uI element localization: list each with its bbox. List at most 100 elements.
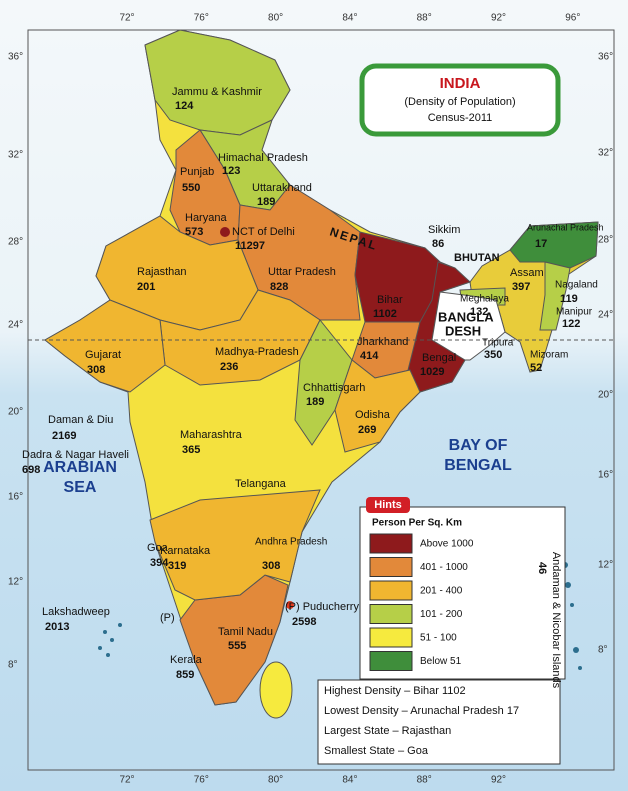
state-density: 2169 [52,430,76,442]
longitude-label: 92° [491,775,506,786]
latitude-label: 12° [598,560,613,571]
title: INDIA [440,75,481,92]
longitude-label: 72° [119,775,134,786]
state-density: 308 [87,364,105,376]
longitude-label: 92° [491,13,506,24]
latitude-label: 20° [598,390,613,401]
state-density: 46 [536,562,548,574]
latitude-label: 36° [8,52,23,63]
sri-lanka [259,661,293,719]
latitude-label: 12° [8,577,23,588]
state-name: Tripura [482,338,514,349]
legend-label: 51 - 100 [420,633,457,644]
state-name: Jammu & Kashmir [172,86,262,98]
state-density: 350 [484,349,502,361]
state-density: 365 [182,444,200,456]
state-density: 236 [220,361,238,373]
state-name: Karnataka [160,545,211,557]
fact: Largest State – Rajasthan [324,725,451,737]
state-density: 828 [270,281,288,293]
state-density: 189 [257,196,275,208]
state-name: Haryana [185,212,227,224]
legend-swatch [369,533,413,554]
legend-swatch [369,604,413,624]
state-density: 319 [168,560,186,572]
state-name: Bengal [422,352,456,364]
state-density: 550 [182,182,200,194]
state-name: Chhattisgarh [303,382,365,394]
puducherry [286,601,294,609]
state-name: Gujarat [85,349,121,361]
longitude-label: 96° [565,13,580,24]
sea-label: BENGAL [444,457,512,474]
karnataka-andhra [149,489,321,601]
state-name: Tamil Nadu [218,626,273,638]
state-density: 1102 [373,308,397,320]
state-name: Assam [510,267,544,279]
longitude-label: 72° [119,13,134,24]
legend-label: Above 1000 [420,539,474,550]
legend-swatch [369,651,413,671]
legend-badge-text: Hints [374,499,402,511]
latitude-label: 8° [598,645,608,656]
state-name: Uttar Pradesh [268,266,336,278]
delhi [220,227,230,237]
state-name: Madhya-Pradesh [215,346,299,358]
latitude-label: 28° [598,235,613,246]
state-name: Jharkhand [357,336,408,348]
odisha [334,359,421,453]
latitude-label: 16° [598,470,613,481]
state-density: 397 [512,281,530,293]
state-name: Sikkim [428,224,460,236]
state-name: Maharashtra [180,429,243,441]
latitude-label: 16° [8,492,23,503]
state-name: Mizoram [530,350,568,361]
state-density: 555 [228,640,246,652]
latitude-label: 32° [598,148,613,159]
state-name: Arunachal Pradesh [527,222,604,232]
legend-swatch [369,580,413,601]
subtitle: (Density of Population) [404,96,515,108]
longitude-label: 88° [417,13,432,24]
state-density: 698 [22,464,40,476]
legend-label: 101 - 200 [420,609,463,620]
state-density: 1029 [420,366,444,378]
state-name: Punjab [180,166,214,178]
state-density: 201 [137,281,155,293]
legend-title: Person Per Sq. Km [372,518,462,529]
legend-label: 401 - 1000 [420,562,468,573]
state-name: (P) Puducherry [285,601,359,613]
latitude-label: 32° [8,150,23,161]
country-label: BHUTAN [454,252,500,264]
state-name: Dadra & Nagar Haveli [22,449,129,461]
state-density: 123 [222,165,240,177]
bengal [407,261,471,393]
legend-swatch [369,627,413,648]
place-label: (P) [160,612,175,624]
latitude-label: 8° [8,660,18,671]
facts-box [317,679,561,765]
state-density: 2013 [45,621,69,633]
fact: Highest Density – Bihar 1102 [324,685,466,697]
state-name: Goa [147,542,169,554]
latitude-label: 24° [598,310,613,321]
arunachal [509,221,599,269]
longitude-label: 88° [417,775,432,786]
latitude-label: 28° [8,237,23,248]
sea-label: BAY OF [449,437,508,454]
gujarat [44,299,166,393]
longitude-label: 80° [268,13,283,24]
sea-label: SEA [64,479,97,496]
longitude-label: 76° [194,775,209,786]
state-name: Daman & Diu [48,414,113,426]
longitude-label: 76° [194,13,209,24]
legend-badge [366,497,410,513]
nagaland-manipur [539,261,571,331]
legend-label: Below 51 [420,656,462,667]
census: Census-2011 [428,112,493,124]
state-density: 132 [470,306,488,318]
longitude-label: 80° [268,775,283,786]
state-name: Andhra Pradesh [255,537,327,548]
fact: Lowest Density – Arunachal Pradesh 17 [324,705,519,717]
